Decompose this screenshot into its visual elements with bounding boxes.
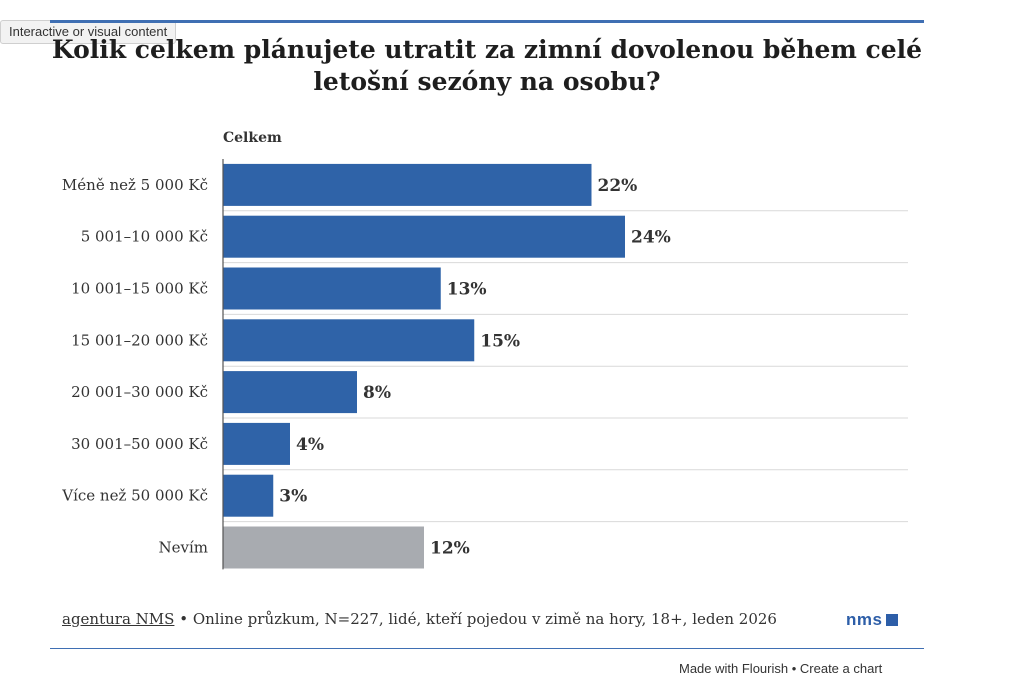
interactive-content-badge: Interactive or visual content: [0, 20, 177, 44]
data-label: 12%: [430, 539, 470, 559]
data-label: 8%: [363, 383, 391, 403]
footer-separator: •: [174, 610, 193, 628]
create-chart-link[interactable]: Create a chart: [799, 661, 883, 676]
data-label: 22%: [598, 176, 638, 196]
category-label: Méně než 5 000 Kč: [62, 176, 208, 194]
footer-note: Online průzkum, N=227, lidé, kteří pojed…: [192, 610, 777, 628]
credit-separator: •: [788, 661, 800, 676]
bar-6: [223, 422, 290, 465]
bottom-rule: [50, 648, 924, 649]
category-label: 20 001–30 000 Kč: [71, 383, 208, 401]
bar-chart: Celkem Méně než 5 000 Kč 22% 5 001–10 000 K…: [61, 130, 908, 570]
chart-title-line-2: letošní sezóny na osobu?: [313, 67, 661, 96]
top-rule: [50, 20, 924, 23]
category-label: Více než 50 000 Kč: [61, 487, 208, 505]
series-label: Celkem: [223, 130, 282, 146]
chart-footer: agentura NMS • Online průzkum, N=227, li…: [62, 610, 912, 628]
category-label: 5 001–10 000 Kč: [81, 228, 208, 246]
data-label: 4%: [296, 435, 324, 455]
bar-2: [223, 215, 625, 258]
category-label: Nevím: [159, 539, 209, 557]
nms-logo-text: nms: [846, 610, 883, 629]
category-label: 30 001–50 000 Kč: [71, 435, 208, 453]
flourish-credit: Made with Flourish • Create a chart: [679, 661, 882, 676]
made-with-flourish-link[interactable]: Made with Flourish: [679, 661, 789, 676]
bar-5: [223, 371, 357, 414]
bar-3: [223, 267, 441, 310]
nms-logo: nms: [846, 610, 899, 630]
category-label: 10 001–15 000 Kč: [71, 280, 208, 298]
data-label: 3%: [279, 487, 307, 507]
bar-4: [223, 319, 475, 362]
category-label: 15 001–20 000 Kč: [71, 331, 208, 349]
data-label: 24%: [631, 228, 671, 248]
chart-title-line-1: Kolik celkem plánujete utratit za zimní …: [51, 35, 923, 64]
chart-title: Kolik celkem plánujete utratit za zimní …: [50, 34, 924, 98]
source-link[interactable]: agentura NMS: [62, 610, 175, 628]
bar-7: [223, 474, 274, 517]
nms-logo-square: [886, 614, 899, 626]
data-label: 13%: [447, 280, 487, 300]
data-label: 15%: [480, 331, 520, 351]
bar-8: [223, 526, 424, 569]
bar-1: [223, 163, 592, 206]
